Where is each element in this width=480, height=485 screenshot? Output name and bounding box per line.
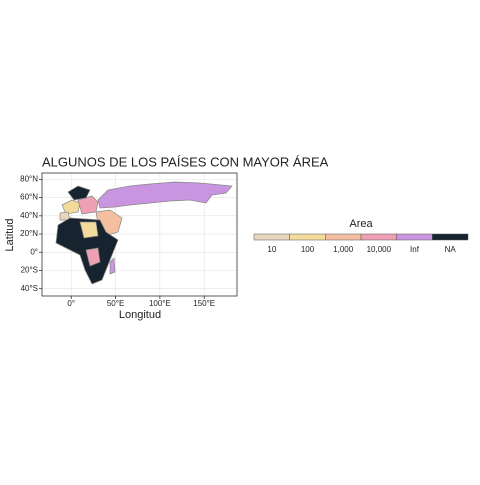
europe-b [77,195,99,215]
legend-swatch [289,233,326,241]
y-axis-label: Latitud [4,218,16,251]
y-tick-label: 0° [30,247,38,256]
legend-label: 10,000 [367,245,392,254]
y-tick-label: 40°S [21,284,38,293]
chart-title: ALGUNOS DE LOS PAÍSES CON MAYOR ÁREA [42,154,329,169]
russia [97,181,233,209]
legend-label: 1,000 [333,245,354,254]
legend-title: Area [349,218,373,230]
legend: 10 100 1,000 10,000 Inf NA [253,233,469,254]
x-tick-label: 50°E [107,299,124,308]
x-tick-label: 150°E [193,299,215,308]
africa-center [85,247,101,267]
y-tick-label: 40°N [20,211,38,220]
x-axis-label: Longitud [119,309,161,321]
y-tick-label: 20°N [20,229,38,238]
map [55,181,233,285]
axes: 0° 50°E 100°E 150°E 80°N 60°N 40°N 20°N 0° 20°S 40… [20,174,215,308]
x-tick-label: 0° [67,299,75,308]
y-tick-label: 20°S [21,266,38,275]
y-tick-label: 80°N [20,174,38,183]
legend-label: 100 [301,245,315,254]
madagascar [109,257,116,275]
y-tick-label: 60°N [20,193,38,202]
plot-frame [41,172,238,297]
legend-swatch [396,233,433,241]
legend-swatch [325,233,362,241]
africa-north [79,221,99,239]
legend-swatch [432,233,469,241]
x-tick-label: 100°E [149,299,171,308]
legend-label: Inf [410,245,420,254]
legend-label: 10 [267,245,276,254]
scandinavia [67,185,91,201]
legend-label: NA [445,245,457,254]
legend-swatch [360,233,397,241]
legend-swatch [253,233,290,241]
